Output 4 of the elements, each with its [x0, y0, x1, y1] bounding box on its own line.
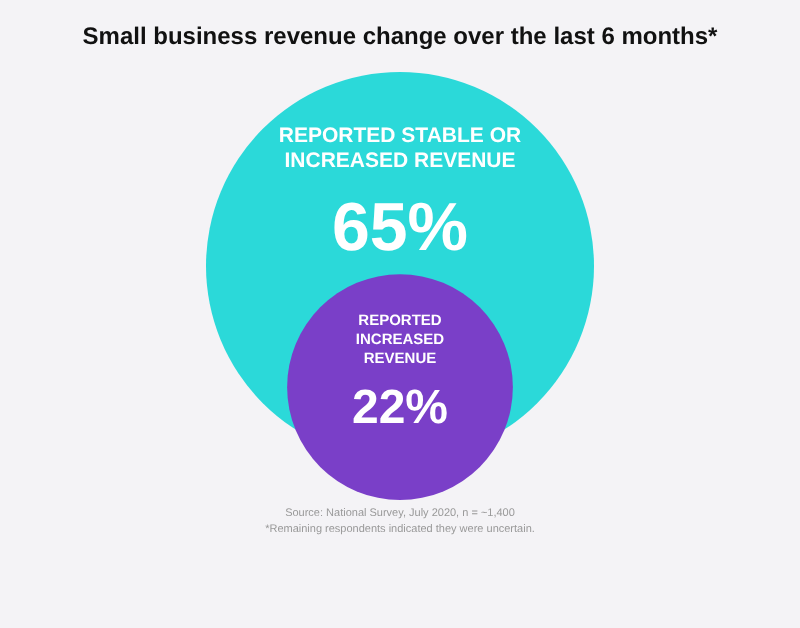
data-label: 65%: [331, 189, 469, 266]
data-label: 22%: [351, 380, 449, 435]
category-label: REPORTED STABLE OR INCREASED REVENUE: [278, 124, 522, 173]
text: Small business revenue change over the last 6 months*: [82, 22, 719, 50]
